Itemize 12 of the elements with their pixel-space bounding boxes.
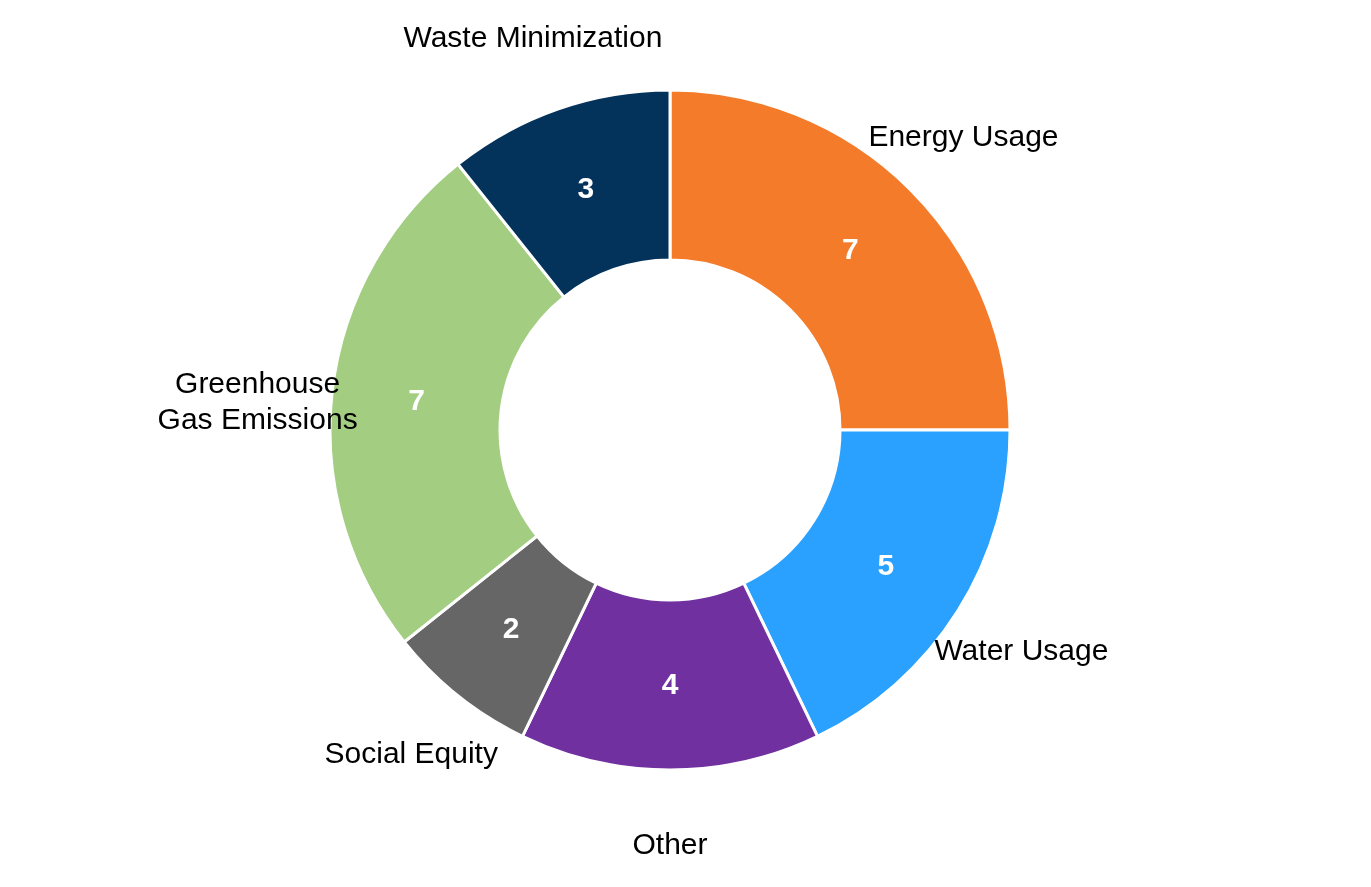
slice-label: Water Usage	[934, 632, 1109, 666]
data-label: 4	[661, 667, 679, 700]
data-label: 5	[877, 547, 895, 581]
slice-label: Other	[632, 827, 708, 860]
data-label: 3	[577, 171, 595, 205]
slice-label: Energy Usage	[868, 118, 1059, 152]
slice-label: Social Equity	[324, 736, 498, 770]
data-label: 7	[408, 383, 425, 417]
slice-label: Waste Minimization	[403, 20, 663, 54]
slice-label: Greenhouse Gas Emissions	[157, 365, 358, 435]
data-label: 2	[502, 611, 520, 645]
data-label: 7	[841, 231, 859, 265]
